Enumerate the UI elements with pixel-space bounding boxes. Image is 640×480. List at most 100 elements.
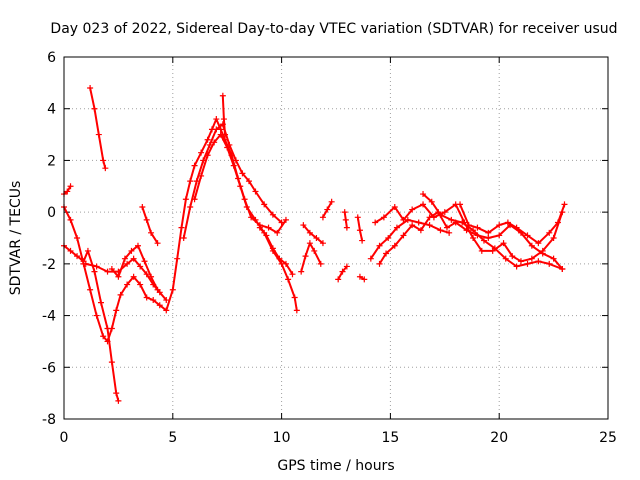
data-point: [232, 157, 239, 164]
series-arc-10: [219, 92, 229, 138]
data-point: [95, 131, 102, 138]
data-point: [102, 165, 109, 172]
data-point: [448, 216, 455, 223]
data-point: [496, 232, 503, 239]
data-point: [265, 224, 272, 231]
data-point: [437, 211, 444, 218]
series-arc-2: [61, 242, 122, 404]
data-point: [415, 219, 422, 226]
data-point: [343, 224, 350, 231]
data-point: [459, 219, 466, 226]
data-point: [561, 201, 568, 208]
series-arc-19: [367, 216, 453, 262]
data-point: [84, 247, 91, 254]
data-point: [465, 222, 472, 229]
y-tick-label: 0: [47, 205, 56, 221]
data-point: [539, 250, 546, 257]
data-series: [61, 85, 568, 404]
data-point: [313, 235, 320, 241]
data-point: [282, 260, 289, 267]
x-tick-label: 20: [490, 430, 508, 446]
data-point: [113, 390, 120, 397]
series-line: [89, 87, 107, 170]
data-point: [93, 312, 100, 319]
data-point: [457, 201, 464, 208]
data-point: [302, 253, 309, 260]
data-point: [546, 260, 553, 267]
data-point: [143, 216, 150, 223]
data-point: [376, 260, 383, 267]
x-tick-labels: 0 5 10 15 20 25: [60, 430, 617, 446]
data-point: [335, 276, 342, 283]
data-point: [256, 224, 263, 231]
series-line: [302, 224, 324, 245]
data-point: [108, 359, 115, 366]
data-point: [239, 170, 246, 177]
data-point: [211, 139, 218, 146]
y-tick-label: -6: [42, 360, 56, 376]
data-point: [535, 240, 542, 247]
data-point: [219, 92, 226, 99]
data-point: [148, 273, 155, 280]
data-point: [274, 229, 281, 236]
data-point: [115, 273, 122, 280]
y-tick-label: 4: [47, 102, 56, 118]
data-point: [528, 255, 535, 262]
data-point: [204, 152, 211, 159]
y-axis-label: SDTVAR / TECUs: [8, 181, 24, 296]
data-point: [343, 263, 350, 270]
data-point: [341, 209, 348, 216]
data-point: [289, 271, 296, 278]
data-point: [319, 240, 326, 247]
y-tick-label: 6: [47, 50, 56, 66]
data-point: [524, 260, 531, 267]
data-point: [87, 85, 94, 92]
data-point: [104, 325, 111, 332]
data-point: [319, 214, 326, 221]
series-arc-16: [341, 209, 350, 231]
data-point: [67, 183, 74, 190]
data-point: [237, 183, 244, 190]
data-point: [317, 260, 324, 267]
data-point: [213, 116, 220, 123]
data-point: [187, 178, 194, 185]
data-point: [204, 136, 211, 143]
series-line: [369, 218, 451, 260]
data-point: [100, 333, 107, 340]
series-arc-8: [180, 121, 285, 241]
data-point: [504, 219, 511, 226]
data-point: [485, 229, 492, 236]
data-point: [222, 131, 229, 138]
data-point: [124, 281, 131, 288]
data-point: [187, 203, 194, 210]
data-point: [342, 216, 349, 223]
data-point: [328, 198, 335, 205]
data-point: [428, 198, 435, 205]
data-point: [198, 172, 205, 179]
data-point: [513, 224, 520, 231]
data-point: [148, 229, 155, 236]
x-tick-label: 25: [599, 430, 617, 446]
series-line: [300, 242, 322, 273]
data-point: [67, 247, 74, 254]
data-point: [426, 214, 433, 221]
series-line: [221, 94, 226, 136]
data-point: [426, 222, 433, 229]
data-point: [409, 222, 416, 229]
data-point: [500, 240, 507, 247]
data-point: [220, 116, 227, 123]
data-point: [82, 260, 89, 267]
data-point: [180, 235, 187, 241]
data-point: [446, 229, 453, 236]
data-point: [117, 291, 124, 298]
series-arc-17: [354, 214, 366, 244]
series-line: [63, 118, 287, 343]
data-point: [559, 266, 566, 273]
series-line: [378, 211, 564, 270]
data-point: [437, 227, 444, 234]
data-point: [443, 224, 450, 231]
data-point: [97, 299, 104, 306]
data-point: [278, 219, 285, 226]
data-point: [137, 281, 144, 288]
data-point: [441, 209, 448, 216]
